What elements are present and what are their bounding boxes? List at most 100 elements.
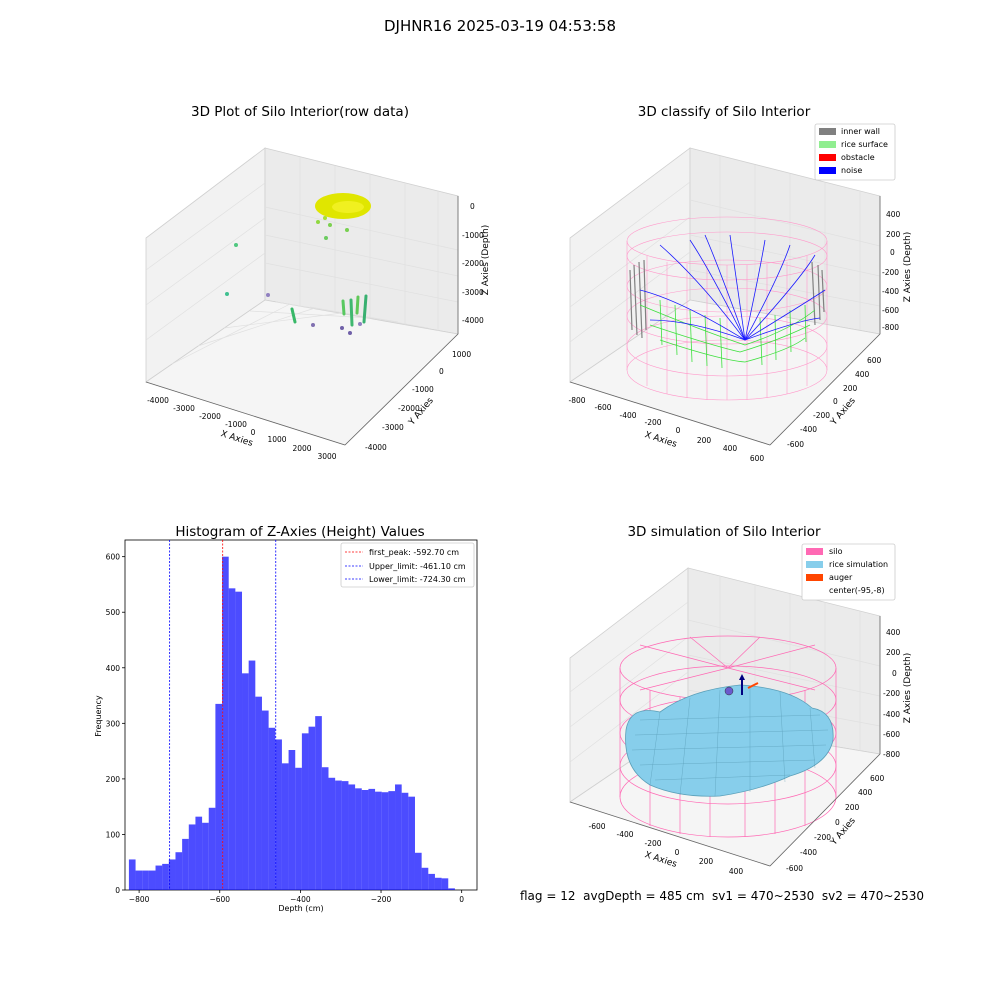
histogram-bar	[222, 556, 229, 890]
classify-xtick: 200	[697, 436, 712, 445]
histogram-bar	[361, 790, 369, 890]
histogram-panel: Histogram of Z-Axies (Height) Values −80…	[94, 524, 478, 913]
raw-vertical-streaks	[290, 294, 368, 327]
legend-swatch-auger	[806, 574, 823, 581]
legend-swatch-obstacle	[819, 154, 836, 161]
histogram-bar	[315, 716, 322, 890]
histogram-ytick-label: 500	[106, 608, 121, 617]
simulation-ztick: 200	[886, 648, 901, 657]
legend-swatch-rice-simulation	[806, 561, 823, 568]
histogram-x-ticks: −800 −600 −400 −200 0	[129, 890, 464, 904]
simulation-ytick: -400	[800, 848, 817, 857]
classify-xtick: 600	[750, 454, 765, 463]
simulation-ytick: 600	[870, 774, 885, 783]
classify-x-axis-line	[569, 381, 771, 446]
histogram-bar	[408, 796, 415, 890]
classify-xtick: 0	[676, 426, 681, 435]
histogram-bar	[155, 865, 163, 890]
classify-noise-points	[639, 234, 826, 341]
simulation-xtick: 0	[675, 848, 680, 857]
legend-label-first-peak: first_peak: -592.70 cm	[369, 548, 459, 557]
raw-ztick: -3000	[462, 288, 484, 297]
simulation-ytick: -200	[814, 833, 831, 842]
histogram-bar	[441, 878, 449, 890]
classify-ztick: 400	[886, 210, 901, 219]
histogram-bar	[208, 807, 216, 890]
raw-xtick: 0	[251, 428, 256, 437]
histogram-y-axis-label: Frequency	[94, 695, 103, 737]
raw-y-axis-line	[344, 333, 459, 446]
status-footer: flag = 12 avgDepth = 485 cm sv1 = 470~25…	[520, 889, 925, 903]
histogram-bar	[381, 792, 389, 890]
legend-label-obstacle: obstacle	[841, 153, 875, 162]
legend-label-rice-simulation: rice simulation	[829, 560, 888, 569]
classify-xtick: -400	[619, 411, 636, 420]
histogram-bar	[135, 870, 143, 890]
classify-z-axis-label: Z Axies (Depth)	[903, 232, 913, 303]
histogram-bar	[388, 791, 396, 890]
simulation-ztick: -200	[883, 689, 900, 698]
simulation-ztick: -600	[883, 730, 900, 739]
raw-xtick: -2000	[199, 412, 221, 421]
histogram-bar	[188, 824, 196, 890]
raw-x-axis-label: X Axies	[219, 429, 254, 449]
legend-label-upper-limit: Upper_limit: -461.10 cm	[369, 562, 466, 571]
simulation-tick-labels: -600 -400 -200 0 200 400 600 400 200 0 -…	[588, 628, 900, 876]
histogram-ytick-label: 600	[106, 553, 121, 562]
raw-z-axis-label: Z Axies (Depth)	[481, 225, 491, 296]
histogram-bar	[341, 781, 349, 890]
classify-ztick: 200	[886, 230, 901, 239]
histogram-title: Histogram of Z-Axies (Height) Values	[175, 524, 424, 540]
classify-xtick: 400	[723, 444, 738, 453]
legend-swatch-noise	[819, 167, 836, 174]
histogram-bar	[228, 588, 236, 890]
raw-xtick: -1000	[225, 420, 247, 429]
histogram-bar	[288, 750, 296, 890]
simulation-ytick: 400	[858, 788, 873, 797]
raw-ytick: -1000	[412, 385, 434, 394]
simulation-xtick: 200	[699, 857, 714, 866]
simulation-ztick: 400	[886, 628, 901, 637]
simulation-xtick: -200	[644, 839, 661, 848]
histogram-bar	[235, 591, 243, 890]
histogram-bar	[202, 822, 209, 890]
histogram-xtick-label: −200	[371, 895, 392, 904]
raw-xtick: 2000	[292, 444, 311, 453]
histogram-ytick-label: 400	[106, 664, 121, 673]
histogram-xtick-label: −800	[129, 895, 150, 904]
histogram-ytick-label: 300	[106, 719, 121, 728]
simulation-ztick: 0	[892, 669, 897, 678]
simulation-3d-panel: 3D simulation of Silo Interior	[569, 524, 913, 876]
legend-label-lower-limit: Lower_limit: -724.30 cm	[369, 575, 466, 584]
classify-xtick: -800	[568, 396, 585, 405]
classify-ytick: -600	[787, 440, 804, 449]
histogram-bar	[142, 870, 149, 890]
simulation-legend: silo rice simulation auger center(-95,-8…	[801, 543, 896, 601]
legend-swatch-silo	[806, 548, 823, 555]
histogram-xtick-label: −400	[290, 895, 311, 904]
simulation-ytick: -600	[786, 864, 803, 873]
histogram-reference-lines	[169, 540, 277, 890]
raw-ytick: -2000	[398, 404, 420, 413]
classify-ztick: -200	[882, 268, 899, 277]
legend-label-center: center(-95,-8)	[829, 586, 885, 595]
histogram-bar	[195, 816, 203, 890]
classify-ztick: -600	[882, 306, 899, 315]
histogram-bar	[335, 780, 342, 890]
histogram-ytick-label: 200	[106, 775, 121, 784]
histogram-bar	[368, 788, 376, 890]
simulation-y-axis-line	[769, 753, 881, 867]
classify-ztick: -400	[882, 287, 899, 296]
simulation-panel-title: 3D simulation of Silo Interior	[627, 524, 821, 540]
raw-ytick: -4000	[365, 443, 387, 452]
histogram-bar	[428, 873, 435, 890]
histogram-ytick-label: 100	[106, 830, 121, 839]
simulation-y-axis-label: Y Axies	[829, 816, 858, 848]
classify-ytick: 600	[867, 356, 882, 365]
histogram-bars	[128, 556, 455, 890]
classify-ztick: -800	[882, 323, 899, 332]
raw-xtick: 3000	[317, 452, 336, 461]
raw-ztick: -2000	[462, 259, 484, 268]
raw-3d-panel: 3D Plot of Silo Interior(row data)	[145, 104, 491, 461]
